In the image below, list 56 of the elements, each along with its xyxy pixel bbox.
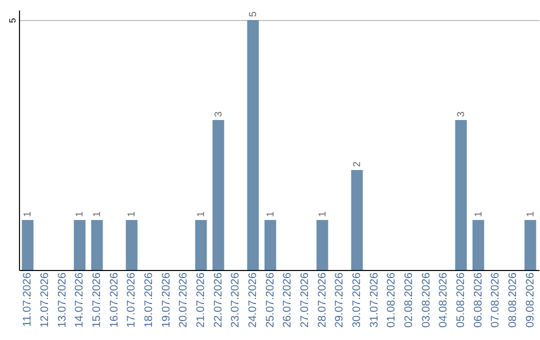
x-tick-label: 16.07.2026 [108, 272, 120, 328]
x-tick-label: 03.08.2026 [420, 272, 432, 328]
data-label: 1 [265, 211, 276, 217]
data-label: 3 [213, 111, 224, 117]
data-label: 1 [92, 211, 103, 217]
x-tick-label: 07.08.2026 [490, 272, 502, 328]
bar [91, 220, 103, 270]
bar [195, 220, 207, 270]
data-label: 1 [317, 211, 328, 217]
x-tick-label: 31.07.2026 [368, 272, 380, 328]
x-tick-label: 30.07.2026 [351, 272, 363, 328]
bar [247, 20, 259, 270]
x-tick-label: 08.08.2026 [507, 272, 519, 328]
data-label: 1 [525, 211, 536, 217]
x-tick-label: 22.07.2026 [212, 272, 224, 328]
x-tick-label: 25.07.2026 [264, 272, 276, 328]
bar [212, 120, 224, 270]
x-tick-label: 01.08.2026 [386, 272, 398, 328]
bar [351, 170, 363, 270]
x-tick-label: 12.07.2026 [39, 272, 51, 328]
x-tick-label: 14.07.2026 [74, 272, 86, 328]
x-tick-label: 09.08.2026 [524, 272, 536, 328]
data-label: 1 [126, 211, 138, 217]
x-tick-label: 17.07.2026 [126, 272, 138, 328]
bar [126, 220, 138, 270]
bar [524, 220, 536, 270]
x-tick-label: 27.07.2026 [299, 272, 311, 328]
x-tick-label: 26.07.2026 [282, 272, 294, 328]
x-tick-label: 23.07.2026 [230, 272, 242, 328]
x-tick-label: 15.07.2026 [91, 272, 103, 328]
data-label: 2 [352, 161, 363, 167]
x-tick-label: 28.07.2026 [316, 272, 328, 328]
bar [74, 220, 86, 270]
bar [472, 220, 484, 270]
x-tick-label: 20.07.2026 [178, 272, 190, 328]
data-label: 1 [196, 211, 207, 217]
x-tick-label: 11.07.2026 [22, 272, 34, 327]
x-tick-label: 19.07.2026 [160, 272, 172, 328]
bar [22, 220, 34, 270]
x-tick-label: 29.07.2026 [334, 272, 346, 328]
data-label: 1 [473, 211, 484, 217]
bar [316, 220, 328, 270]
data-label: 5 [248, 11, 259, 17]
x-tick-label: 02.08.2026 [403, 272, 415, 328]
x-tick-label: 06.08.2026 [472, 272, 484, 328]
x-tick-label: 13.07.2026 [56, 272, 68, 328]
data-label: 1 [22, 211, 34, 217]
bar [264, 220, 276, 270]
x-tick-label: 24.07.2026 [247, 272, 259, 328]
x-tick-label: 04.08.2026 [438, 272, 450, 328]
x-tick-label: 21.07.2026 [195, 272, 207, 328]
x-tick-label: 18.07.2026 [143, 272, 155, 328]
data-label: 3 [456, 111, 467, 117]
bar [455, 120, 467, 270]
x-tick-label: 05.08.2026 [455, 272, 467, 328]
data-label: 1 [74, 211, 86, 217]
